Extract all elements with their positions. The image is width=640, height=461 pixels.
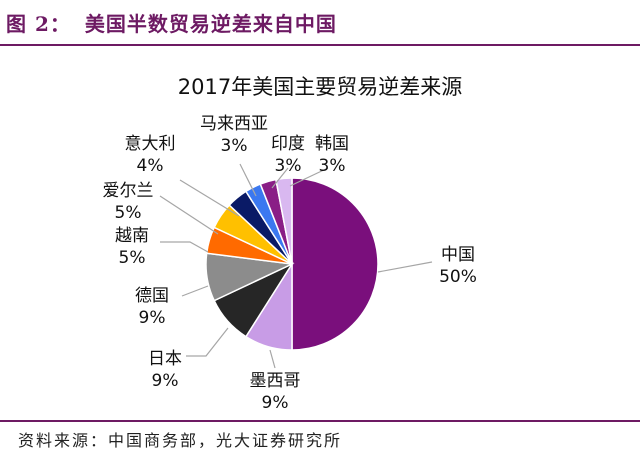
leader-line-6 [159,195,219,235]
slice-label-1: 中国 [441,245,475,265]
leader-line-5 [160,241,209,253]
pie-slice-10 [275,177,293,265]
chart-title: 2017年美国主要贸易逆差来源 [178,75,462,99]
slice-value-4: 9% [139,308,166,328]
slice-value-7: 4% [137,156,164,176]
source-note: 资料来源：中国商务部，光大证券研究所 [18,431,343,450]
chart-area: 2017年美国主要贸易逆差来源 中国 50% 墨西哥 9% 日本 9% 德国 9% 越南 5% 爱尔… [0,46,640,416]
slice-value-8: 3% [221,136,248,156]
slice-label-9: 印度 [271,134,305,154]
slice-value-3: 9% [152,371,179,391]
slice-value-10: 3% [319,156,346,176]
slice-value-2: 9% [262,393,289,413]
leader-line-3 [186,327,229,357]
slice-label-6: 爱尔兰 [103,181,154,201]
slice-label-10: 韩国 [315,134,349,154]
leader-line-10 [289,167,329,187]
slice-label-8: 马来西亚 [200,114,268,134]
slice-label-5: 越南 [115,226,149,246]
leader-line-1 [377,261,433,273]
leader-line-8 [239,163,257,197]
slice-value-9: 3% [275,156,302,176]
figure-label: 图 2： [6,11,71,36]
slice-value-6: 5% [115,203,142,223]
leader-lines [159,163,433,369]
pie-slices [205,177,379,351]
leader-line-7 [179,179,240,217]
slice-label-2: 墨西哥 [250,371,301,391]
slice-label-7: 意大利 [125,134,176,154]
slice-label-3: 日本 [148,349,182,369]
slice-value-5: 5% [119,248,146,268]
pie-slice-1 [291,177,379,351]
pie-chart: 2017年美国主要贸易逆差来源 中国50%墨西哥9%日本9%德国9%越南5%爱尔… [103,75,477,413]
slice-label-4: 德国 [135,286,169,306]
slice-value-1: 50% [439,267,477,287]
leader-line-4 [181,285,209,297]
leader-line-9 [271,167,289,189]
footer-divider [0,420,640,422]
figure-title: 美国半数贸易逆差来自中国 [84,11,337,36]
leader-line-2 [269,349,276,369]
figure-header: 图 2： 美国半数贸易逆差来自中国 [0,0,640,46]
